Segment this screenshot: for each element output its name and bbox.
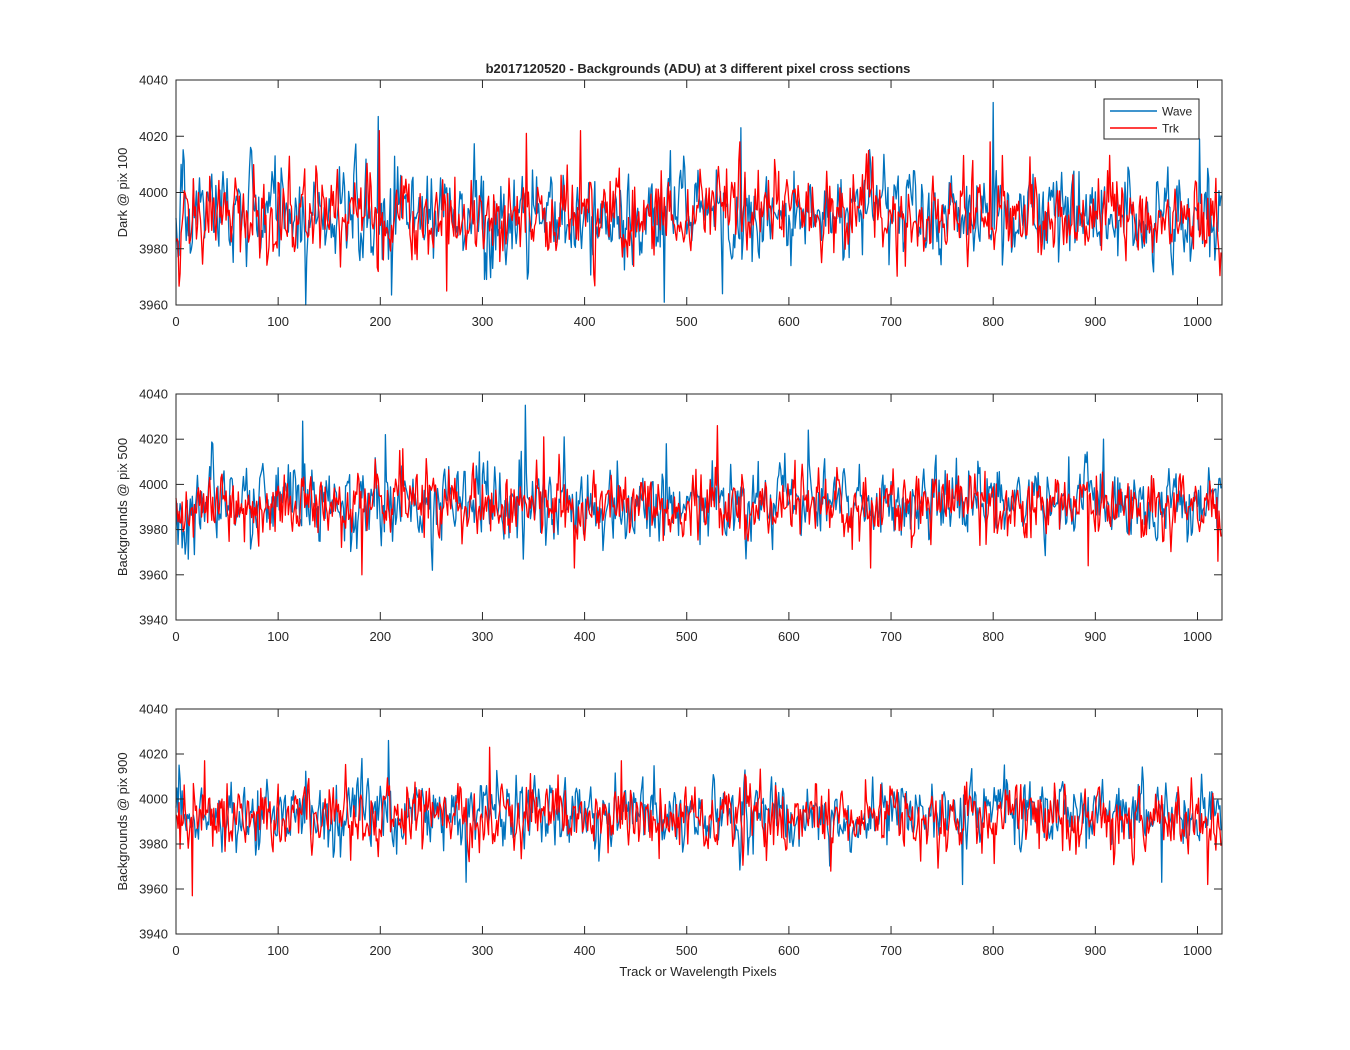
x-tick-label: 400 <box>574 943 596 958</box>
subplot-1: 0 100 200 300 400 500 600 700 800 900 1000 3960 3980… <box>115 73 1223 329</box>
x-tick-label: 500 <box>676 943 698 958</box>
y-tick-label: 4040 <box>139 73 168 88</box>
x-tick-label: 600 <box>778 629 800 644</box>
x-tick-label: 700 <box>880 629 902 644</box>
legend-label-wave: Wave <box>1162 105 1193 119</box>
x-tick-label: 100 <box>267 629 289 644</box>
y-axis-label: Dark @ pix 100 <box>115 148 130 238</box>
x-tick-label: 500 <box>676 314 698 329</box>
x-tick-label: 100 <box>267 314 289 329</box>
y-tick-label: 4000 <box>139 792 168 807</box>
series-line-trk <box>175 746 1222 897</box>
y-tick-label: 3980 <box>139 522 168 537</box>
legend-box <box>1103 98 1200 140</box>
y-tick-label: 4020 <box>139 129 168 144</box>
x-tick-label: 200 <box>369 314 391 329</box>
x-tick-label: 900 <box>1084 314 1106 329</box>
x-tick-label: 600 <box>778 314 800 329</box>
series-line-wave <box>175 739 1222 886</box>
x-tick-label: 800 <box>982 943 1004 958</box>
series-line-trk <box>175 424 1222 576</box>
x-tick-label: 400 <box>574 629 596 644</box>
y-tick-label: 3980 <box>139 837 168 852</box>
legend-label-trk: Trk <box>1162 122 1180 136</box>
axes-box <box>175 708 1223 935</box>
x-tick-label: 1000 <box>1183 314 1212 329</box>
x-tick-label: 900 <box>1084 943 1106 958</box>
y-tick-label: 4040 <box>139 387 168 402</box>
x-tick-label: 200 <box>369 943 391 958</box>
x-axis-label: Track or Wavelength Pixels <box>619 964 777 979</box>
x-tick-label: 100 <box>267 943 289 958</box>
series-line-trk <box>175 129 1222 292</box>
x-tick-label: 300 <box>472 943 494 958</box>
x-tick-label: 800 <box>982 629 1004 644</box>
y-tick-label: 3980 <box>139 241 168 256</box>
subplot-2: 0 100 200 300 400 500 600 700 800 900 1000 3940 3960… <box>115 387 1223 644</box>
subplots: 0 100 200 300 400 500 600 700 800 900 100039603980… <box>115 73 1223 958</box>
y-tick-label: 3960 <box>139 298 168 313</box>
x-tick-label: 0 <box>172 943 179 958</box>
y-tick-label: 3960 <box>139 882 168 897</box>
y-tick-label: 4020 <box>139 747 168 762</box>
x-tick-label: 200 <box>369 629 391 644</box>
x-tick-label: 1000 <box>1183 629 1212 644</box>
y-tick-label: 3940 <box>139 927 168 942</box>
x-tick-label: 800 <box>982 314 1004 329</box>
x-tick-label: 700 <box>880 943 902 958</box>
x-tick-label: 300 <box>472 314 494 329</box>
legend: Wave Trk <box>1103 98 1200 140</box>
chart-title: b2017120520 - Backgrounds (ADU) at 3 dif… <box>486 61 911 76</box>
x-tick-label: 300 <box>472 629 494 644</box>
x-tick-label: 400 <box>574 314 596 329</box>
y-axis-label: Backgrounds @ pix 900 <box>115 752 130 890</box>
subplot-3: 0 100 200 300 400 500 600 700 800 900 1000 3940 3960… <box>115 702 1223 958</box>
y-tick-label: 4000 <box>139 477 168 492</box>
x-tick-label: 900 <box>1084 629 1106 644</box>
y-tick-label: 4000 <box>139 185 168 200</box>
x-tick-label: 600 <box>778 943 800 958</box>
y-tick-label: 4020 <box>139 432 168 447</box>
y-axis-label: Backgrounds @ pix 500 <box>115 438 130 576</box>
x-tick-label: 1000 <box>1183 943 1212 958</box>
y-tick-label: 4040 <box>139 702 168 717</box>
x-tick-label: 0 <box>172 314 179 329</box>
x-tick-label: 700 <box>880 314 902 329</box>
x-tick-label: 500 <box>676 629 698 644</box>
y-tick-label: 3940 <box>139 613 168 628</box>
x-tick-label: 0 <box>172 629 179 644</box>
y-tick-label: 3960 <box>139 567 168 582</box>
axes-box <box>175 393 1223 621</box>
